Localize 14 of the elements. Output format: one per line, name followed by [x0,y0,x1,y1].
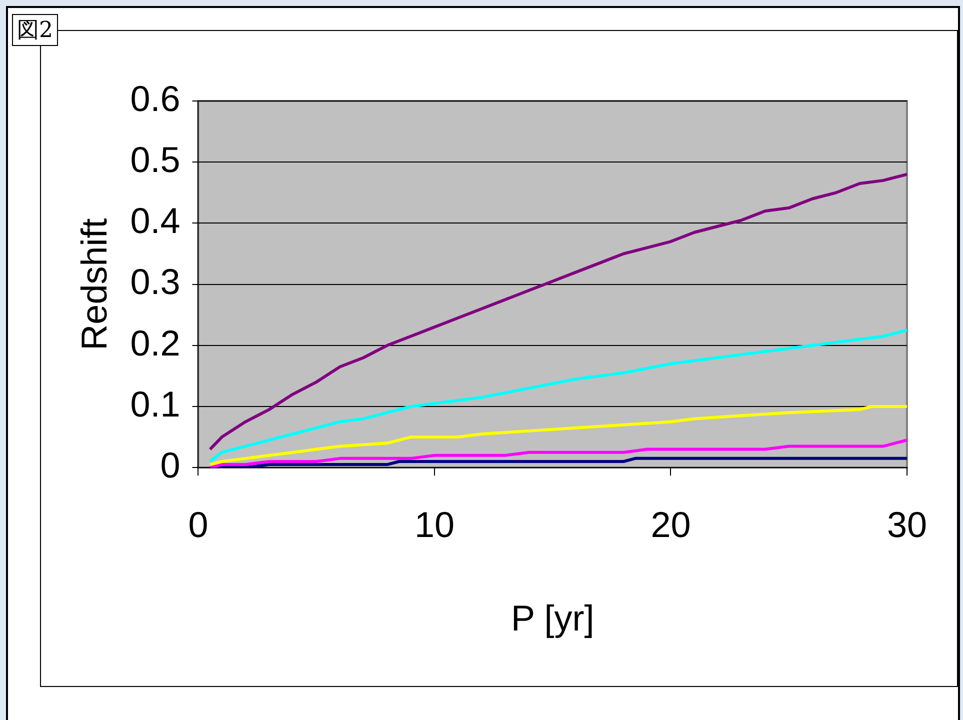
y-tick-label: 0.2 [130,322,180,364]
y-tick-label: 0.1 [130,383,180,424]
y-tick-label: 0.5 [130,139,180,180]
x-tick-label: 30 [886,504,927,546]
y-tick-label: 0.4 [130,200,180,242]
x-axis-title: P [yr] [510,597,594,638]
x-tick-label: 20 [650,504,691,546]
x-tick-label: 10 [414,504,455,546]
y-tick-label: 0 [160,444,180,486]
y-tick-label: 0.6 [130,78,180,119]
x-tick-label: 0 [188,504,208,546]
y-tick-label: 0.3 [130,261,180,302]
chart-title: 図2 [12,14,58,46]
y-axis-title: Redshift [74,218,115,350]
